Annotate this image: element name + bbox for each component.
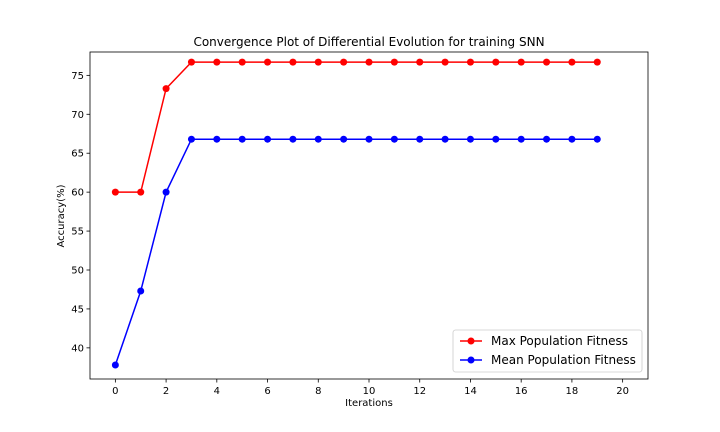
max-population-fitness-point xyxy=(365,58,373,66)
mean-population-fitness-point xyxy=(137,287,145,295)
max-population-fitness-point xyxy=(492,58,500,66)
y-tick-label: 55 xyxy=(71,227,84,238)
mean-population-fitness-point xyxy=(111,361,119,369)
x-axis-label: Iterations xyxy=(345,398,393,409)
y-tick-label: 40 xyxy=(71,343,84,354)
max-population-fitness-line xyxy=(115,61,598,193)
max-population-fitness-point xyxy=(238,58,246,66)
mean-population-fitness-point xyxy=(187,135,195,143)
mean-population-fitness-point xyxy=(543,135,551,143)
legend-label: Mean Population Fitness xyxy=(491,353,636,367)
mean-population-fitness-point xyxy=(568,135,576,143)
y-tick-label: 50 xyxy=(71,266,84,277)
max-population-fitness-point xyxy=(213,58,221,66)
mean-population-fitness-point xyxy=(314,135,322,143)
mean-population-fitness-point xyxy=(365,135,373,143)
x-tick-label: 2 xyxy=(163,386,169,397)
mean-population-fitness-point xyxy=(441,135,449,143)
x-tick-label: 4 xyxy=(214,386,220,397)
y-tick-label: 75 xyxy=(71,71,84,82)
max-population-fitness-point xyxy=(137,188,145,196)
max-population-fitness-point xyxy=(416,58,424,66)
max-population-fitness-point xyxy=(340,58,348,66)
max-population-fitness-point xyxy=(466,58,474,66)
mean-population-fitness-point xyxy=(517,135,525,143)
x-tick-label: 18 xyxy=(566,386,579,397)
x-tick-label: 10 xyxy=(363,386,376,397)
mean-population-fitness-point xyxy=(238,135,246,143)
mean-population-fitness-point xyxy=(593,135,601,143)
mean-population-fitness-point xyxy=(492,135,500,143)
legend-frame xyxy=(452,329,643,373)
x-tick-label: 6 xyxy=(264,386,270,397)
x-tick-label: 20 xyxy=(616,386,629,397)
x-tick-label: 0 xyxy=(112,386,118,397)
max-population-fitness-point xyxy=(289,58,297,66)
max-population-fitness-point xyxy=(162,85,170,93)
max-population-fitness-point xyxy=(264,58,272,66)
y-axis-label: Accuracy(%) xyxy=(56,184,67,247)
max-population-fitness-point xyxy=(543,58,551,66)
max-population-fitness-point xyxy=(314,58,322,66)
mean-population-fitness-point xyxy=(213,135,221,143)
mean-population-fitness-point xyxy=(390,135,398,143)
max-population-fitness-point xyxy=(111,188,119,196)
legend: Max Population Fitness Mean Population Fi… xyxy=(452,329,643,373)
max-population-fitness-point xyxy=(517,58,525,66)
x-tick-label: 16 xyxy=(515,386,528,397)
mean-population-fitness-point xyxy=(340,135,348,143)
mean-population-fitness-point xyxy=(162,188,170,196)
max-population-fitness-point xyxy=(187,58,195,66)
max-population-fitness-point xyxy=(441,58,449,66)
legend-marker xyxy=(467,337,475,345)
legend-marker xyxy=(467,356,475,364)
plot-area: 0 2 4 6 8 10 12 14 16 18 20 40 45 50 55 60 65 70 75 xyxy=(71,51,649,397)
mean-population-fitness-line xyxy=(114,138,598,366)
chart-title: Convergence Plot of Differential Evoluti… xyxy=(193,35,544,49)
y-tick-label: 70 xyxy=(71,110,84,121)
y-tick-label: 65 xyxy=(71,149,84,160)
mean-population-fitness-point xyxy=(416,135,424,143)
y-tick-label: 45 xyxy=(71,304,84,315)
max-population-fitness-point xyxy=(568,58,576,66)
mean-population-fitness-point xyxy=(264,135,272,143)
y-tick-label: 60 xyxy=(71,188,84,199)
max-population-fitness-point xyxy=(390,58,398,66)
legend-label: Max Population Fitness xyxy=(491,334,628,348)
max-population-fitness-point xyxy=(593,58,601,66)
mean-population-fitness-point xyxy=(466,135,474,143)
mean-population-fitness-point xyxy=(289,135,297,143)
x-tick-label: 8 xyxy=(315,386,321,397)
x-tick-label: 14 xyxy=(464,386,477,397)
x-tick-label: 12 xyxy=(413,386,426,397)
